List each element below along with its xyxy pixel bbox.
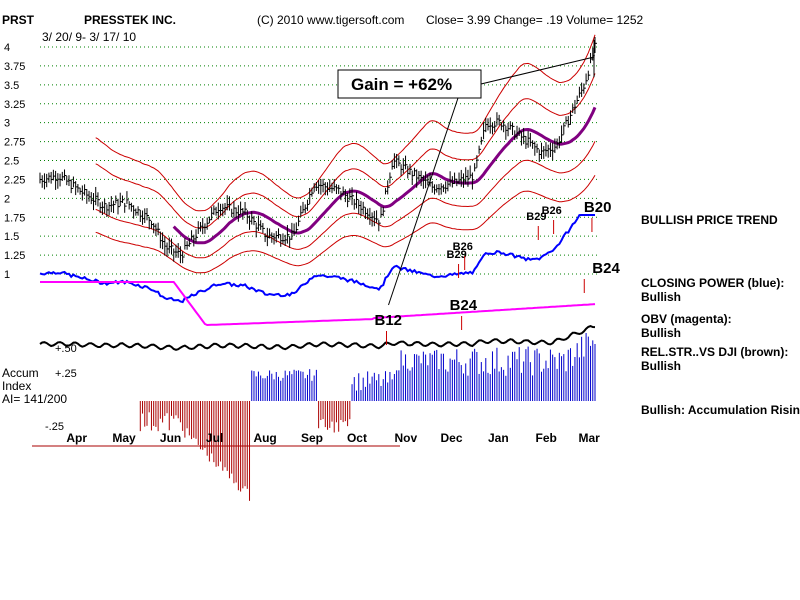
close-info: Close= 3.99 Change= .19 Volume= 1252: [426, 13, 644, 27]
closing-power-label: CLOSING POWER (blue):: [641, 276, 785, 290]
y-axis-labels: 4 3.75 3.5 3.25 3 2.75 2.5 2.25 2 1.75 1.5 1.25 1: [4, 42, 25, 281]
y-tick-label: 1.75: [4, 212, 25, 224]
gain-annotation: Gain = +62%: [337, 56, 595, 306]
y-tick-label: 3.75: [4, 61, 25, 73]
accum-tick: +.25: [55, 368, 77, 380]
moving-average: [172, 106, 597, 245]
accum-status: Bullish: Accumulation Rising: [641, 403, 800, 417]
y-tick-label: 3.5: [4, 80, 19, 92]
x-tick-label: Jul: [206, 431, 223, 445]
x-tick-label: Nov: [394, 431, 417, 445]
signal-label: B24: [450, 297, 478, 314]
signal-label: B26: [542, 205, 562, 217]
gain-pointer-left: [388, 97, 459, 306]
closing-power: [39, 214, 595, 304]
upper-band: [95, 73, 596, 229]
chart-grid: [40, 46, 600, 275]
y-tick-label: 1: [4, 269, 10, 281]
y-tick-label: 2.25: [4, 174, 25, 186]
obv-line: [40, 281, 596, 327]
gain-text: Gain = +62%: [351, 75, 452, 94]
y-tick-label: 3.25: [4, 99, 25, 111]
x-tick-label: Jan: [488, 431, 509, 445]
ticker: PRST: [2, 13, 35, 27]
x-tick-label: Aug: [253, 431, 276, 445]
y-tick-label: 2: [4, 193, 10, 205]
copyright: (C) 2010 www.tigersoft.com: [257, 13, 405, 27]
x-tick-label: Oct: [347, 431, 367, 445]
trend-label: BULLISH PRICE TREND: [641, 213, 778, 227]
signal-label: B26: [453, 241, 473, 253]
closing-power-line: [39, 214, 595, 304]
outer-lower-band: [95, 175, 596, 274]
y-tick-label: 4: [4, 42, 10, 54]
obv-label: OBV (magenta):: [641, 312, 732, 326]
accum-label: Accum: [2, 366, 39, 380]
accum-label-2: Index: [2, 379, 31, 393]
moving-average-line: [172, 106, 597, 245]
y-tick-label: 3: [4, 118, 10, 130]
x-tick-label: Feb: [536, 431, 557, 445]
accum-label-3: AI= 141/200: [2, 392, 67, 406]
accumulation-histogram: [139, 332, 596, 501]
closing-power-value: Bullish: [641, 290, 682, 304]
x-tick-label: Mar: [578, 431, 600, 445]
signal-label: B24: [592, 260, 620, 277]
relative-strength: [39, 325, 596, 351]
signal-label: B12: [374, 312, 402, 329]
signal-label: B20: [584, 199, 612, 216]
lower-band: [95, 141, 596, 259]
relstr-value: Bullish: [641, 359, 682, 373]
x-tick-label: Sep: [301, 431, 323, 445]
y-tick-label: 1.25: [4, 250, 25, 262]
relative-strength-line: [39, 325, 596, 351]
company-name: PRESSTEK INC.: [84, 13, 177, 27]
date-range: 3/ 20/ 9- 3/ 17/ 10: [42, 30, 137, 44]
y-tick-label: 1.5: [4, 231, 19, 243]
signal-label: B29: [447, 249, 467, 261]
gain-box: [337, 69, 482, 99]
obv: [40, 281, 596, 327]
relstr-level-label: +.50: [55, 343, 77, 355]
relstr-label: REL.STR..VS DJI (brown):: [641, 345, 789, 359]
obv-value: Bullish: [641, 326, 682, 340]
y-tick-label: 2.5: [4, 156, 19, 168]
gain-pointer-right: [480, 56, 595, 85]
accum-tick: -.25: [45, 421, 64, 433]
x-tick-label: Dec: [440, 431, 462, 445]
x-tick-label: Jun: [160, 431, 181, 445]
y-tick-label: 2.75: [4, 137, 25, 149]
x-axis-month-labels: Apr May Jun Jul Aug Sep Oct Nov Dec Jan Feb Mar: [32, 431, 600, 447]
x-tick-label: Apr: [66, 431, 87, 445]
price-bars: [39, 37, 597, 264]
x-tick-label: May: [112, 431, 136, 445]
signal-label: B29: [526, 211, 546, 223]
